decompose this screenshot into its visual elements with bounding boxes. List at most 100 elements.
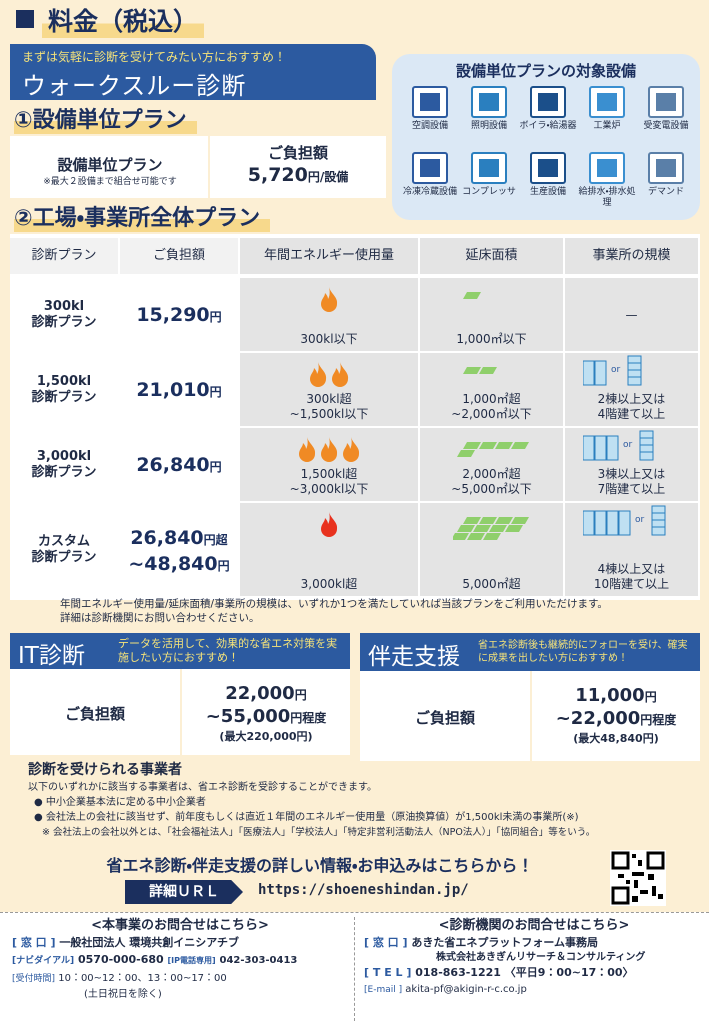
cost: 26,840円: [120, 453, 238, 479]
cost-line: 21,010円: [120, 378, 238, 404]
energy-text: 3,000kl超: [240, 577, 418, 592]
scale-line: 10階建て以上: [593, 577, 670, 591]
contact-area: <本事業のお問合せはこちら> [ 窓 口 ] 一般社団法人 環境共創イニシアチブ…: [0, 912, 709, 1024]
eligibility-intro: 以下のいずれかに該当する事業者は、省エネ診断を受診することができます。: [28, 782, 377, 793]
equipment-label: コンプレッサ: [462, 187, 516, 197]
or-label: or: [635, 515, 645, 525]
equipment-title: 設備単位プランの対象設備: [455, 62, 636, 80]
url[interactable]: https://shoeneshindan.jp/: [258, 882, 469, 898]
floor-line: 2,000㎡超: [462, 467, 521, 481]
plan-name-line: カスタム: [37, 533, 90, 549]
plan1-name: 設備単位プラン: [57, 156, 163, 174]
url-label[interactable]: 詳細ＵＲＬ: [125, 880, 243, 904]
equipment-label: デマンド: [647, 187, 684, 197]
table-header-cell: ご負担額: [120, 238, 238, 274]
cost: 26,840円超 ~48,840円: [120, 526, 238, 578]
contact-text: 株式会社あきぎんリサーチ＆コンサルティング: [436, 952, 646, 963]
walkthrough-title: ウォークスルー診断: [22, 72, 247, 100]
floor-tile: [482, 533, 501, 540]
cost-amount: 26,840: [130, 526, 204, 549]
building-icon: [582, 359, 609, 391]
building: [582, 360, 595, 386]
cta-text: 省エネ診断・伴走支援の詳しい情報・お申込みはこちらから！: [106, 856, 534, 875]
contact-label: [ 窓 口 ]: [12, 936, 56, 949]
flame-icon-svg: [343, 437, 360, 462]
plan1-cost-label: ご負担額: [267, 144, 328, 162]
floor-tile: [462, 517, 481, 524]
cost: 15,290円: [120, 303, 238, 329]
flame-icon-svg: [332, 362, 349, 387]
cost-unit: 円: [209, 459, 222, 474]
cost-amount: 26,840: [136, 453, 210, 476]
flame-icon-svg: [321, 512, 338, 537]
table-cell: 300kl超 ~1,500kl以下: [240, 353, 418, 426]
cost-unit: 円: [217, 558, 230, 573]
floor-tile: [472, 525, 491, 532]
page-title: 料金（税込）: [42, 2, 205, 38]
table-cell: 3,000kl超: [240, 503, 418, 596]
floor-tile: [478, 367, 497, 374]
table-cell: 26,840円超 ~48,840円: [120, 503, 238, 596]
floor-icon: [453, 292, 533, 330]
qr-code[interactable]: [610, 850, 666, 906]
contact-label: [受付時間]: [12, 974, 56, 984]
floor-icon-svg: [462, 292, 481, 299]
table-cell: 26,840円: [120, 428, 238, 501]
tower-floors: [652, 512, 665, 528]
floor-tile: [494, 442, 513, 449]
energy-line: 300kl超: [306, 392, 352, 406]
walkthrough-banner: まずは気軽に診断を受けてみたい方におすすめ！ ウォークスルー診断: [10, 44, 376, 100]
flame: [343, 437, 360, 462]
divider: [180, 669, 182, 755]
support-max: (最大48,840円): [573, 732, 659, 745]
building: [618, 510, 631, 536]
plan-name-line: 診断プラン: [31, 314, 97, 330]
plan-name: 1,500kl 診断プラン: [10, 374, 118, 406]
contact-text: 0570-000-680: [77, 953, 164, 966]
table-header-cell: 延床面積: [420, 238, 563, 274]
floor-line: 1,000㎡以下: [456, 332, 527, 346]
flame: [321, 437, 338, 462]
or-label: or: [623, 440, 633, 450]
contact-label: [IP電話専用]: [167, 956, 216, 965]
contact-text: (土日祝日を除く): [84, 989, 162, 1000]
cost-line: 26,840円超: [120, 526, 238, 552]
equipment-label: 冷凍冷蔵設備: [402, 187, 457, 197]
tower-icon: [651, 505, 667, 541]
it-cost: ~55,000: [205, 706, 291, 727]
contact-label: [ナビダイアル]: [12, 956, 75, 966]
floor-icon-svg: [456, 442, 529, 457]
flame-icon: [319, 511, 339, 541]
tower-icon-svg: [651, 505, 666, 536]
equipment-label: ボイラ・給湯器: [519, 121, 577, 131]
scale-line: —: [625, 307, 638, 322]
equipment-icon: [648, 86, 684, 118]
contact-label: [E-mail ]: [364, 985, 403, 995]
contact-text: 042-303-0413: [219, 955, 298, 966]
plan1-box: 設備単位プラン ※最大２設備まで組合せ可能です ご負担額 5,720円/設備: [10, 136, 386, 198]
equipment-box: 設備単位プランの対象設備 空調設備 照明設備 ボイラ・給湯器 工業炉 受変電設備 冷凍冷蔵…: [392, 54, 700, 220]
support-cost: 11,000: [575, 685, 645, 706]
flame-icon: [341, 436, 361, 466]
plan-name-line: 1,500kl: [36, 373, 92, 389]
contact-divider: [354, 917, 355, 1021]
equipment-label: 工業炉: [593, 121, 621, 131]
title-square: [16, 10, 34, 28]
cost-line: 15,290円: [120, 303, 238, 329]
cost-unit: 円超: [203, 532, 228, 547]
plan-name: 300kl 診断プラン: [10, 299, 118, 331]
building-icon: [582, 509, 633, 541]
it-max: (最大220,000円): [219, 730, 313, 743]
scale-text: 3棟以上又は 7階建て以上: [565, 467, 698, 497]
table-cell: カスタム 診断プラン: [10, 503, 118, 596]
floor-tile: [478, 517, 497, 524]
floor-tile: [510, 517, 529, 524]
contact-text: 一般社団法人 環境共創イニシアチブ: [59, 936, 239, 949]
equipment-label: 生産設備: [529, 187, 566, 197]
cost-amount: 15,290: [136, 303, 210, 326]
table-cell: 300kl以下: [240, 278, 418, 351]
plan-table: 診断プラン ご負担額 年間エネルギー使用量 延床面積 事業所の規模 300kl 診断プラン 1…: [10, 234, 700, 600]
cost-line: ~48,840円: [120, 552, 238, 578]
eligibility-item: ● 会社法上の会社に該当せず、前年度もしくは直近１年間のエネルギー使用量（原油換…: [34, 812, 579, 823]
table-cell: 15,290円: [120, 278, 238, 351]
